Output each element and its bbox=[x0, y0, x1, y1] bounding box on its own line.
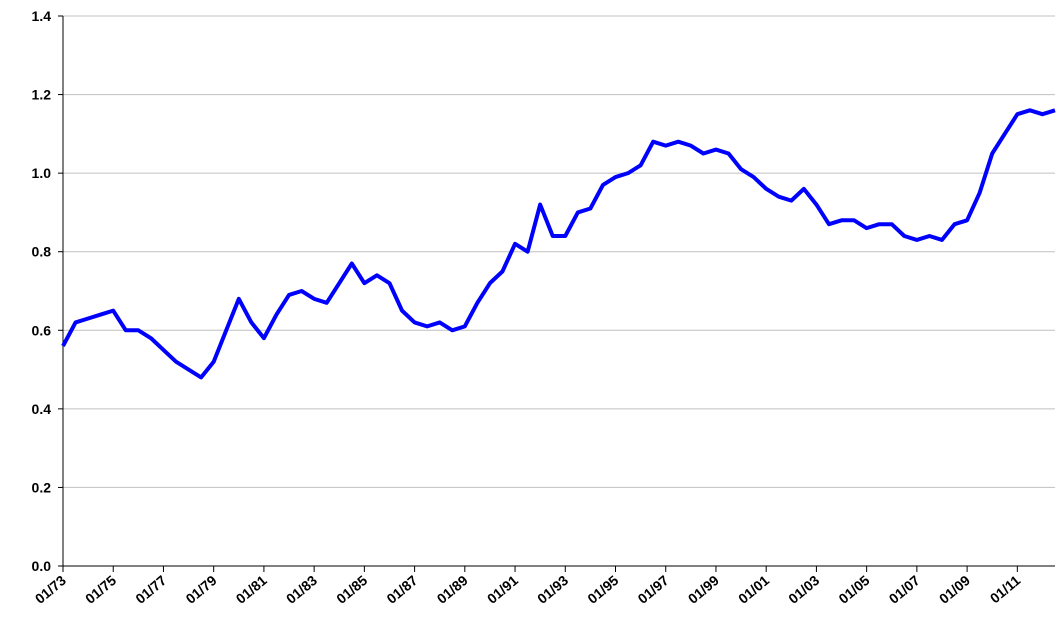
x-tick-label: 01/89 bbox=[434, 572, 471, 607]
line bbox=[61, 108, 1056, 380]
x-tick-label: 01/79 bbox=[182, 572, 219, 607]
y-tick-label: 1.4 bbox=[32, 8, 52, 24]
x-tick-label: 01/11 bbox=[987, 572, 1024, 606]
x-tick-label: 01/03 bbox=[785, 572, 822, 607]
x-tick-label: 01/93 bbox=[534, 572, 571, 607]
x-tick-label: 01/07 bbox=[886, 572, 923, 607]
x-tick-label: 01/75 bbox=[82, 572, 119, 607]
x-tick-label: 01/87 bbox=[383, 572, 420, 607]
x-tick-label: 01/81 bbox=[233, 572, 270, 607]
x-tick-label: 01/77 bbox=[132, 572, 169, 607]
y-tick-label: 1.0 bbox=[32, 165, 52, 181]
x-tick-label: 01/95 bbox=[584, 572, 621, 607]
x-tick-label: 01/73 bbox=[32, 572, 69, 607]
x-tick-label: 01/99 bbox=[685, 572, 722, 607]
x-tick-label: 01/85 bbox=[333, 572, 370, 607]
y-tick-label: 0.2 bbox=[32, 479, 52, 495]
y-tick-label: 0.4 bbox=[32, 401, 52, 417]
x-tick-label: 01/09 bbox=[936, 572, 973, 607]
x-tick-label: 01/05 bbox=[835, 572, 872, 607]
x-tick-label: 01/01 bbox=[735, 572, 772, 607]
y-tick-label: 1.2 bbox=[32, 87, 52, 103]
x-tick-label: 01/97 bbox=[635, 572, 672, 607]
x-tick-label: 01/83 bbox=[283, 572, 320, 607]
y-tick-label: 0.6 bbox=[32, 322, 52, 338]
y-tick-label: 0.0 bbox=[32, 558, 52, 574]
y-tick-label: 0.8 bbox=[32, 244, 52, 260]
x-tick-label: 01/91 bbox=[484, 572, 521, 607]
